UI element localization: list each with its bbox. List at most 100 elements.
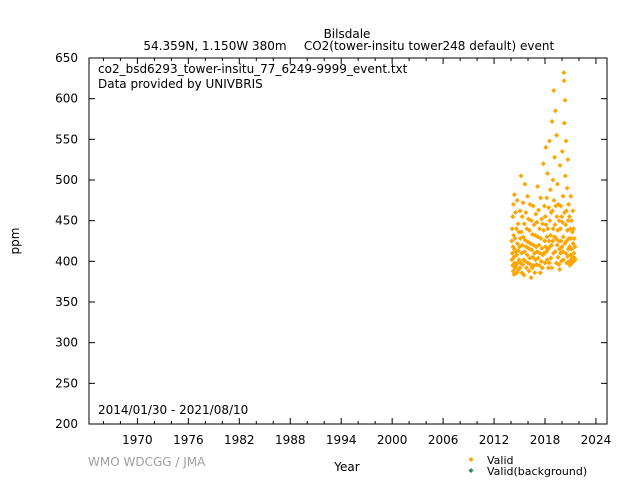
data-point [554,242,560,248]
data-point [511,192,517,198]
data-point [523,265,529,271]
data-point [550,238,556,244]
data-point [549,118,555,124]
data-point [547,218,553,224]
data-point [535,255,541,261]
y-tick-label: 250 [55,376,78,390]
data-point [542,260,548,266]
data-point [552,154,558,160]
data-point [568,236,574,242]
annotation-filename: co2_bsd6293_tower-insitu_77_6249-9999_ev… [98,62,408,76]
y-axis-label: ppm [8,228,22,255]
data-point [511,254,517,260]
data-point [544,257,550,263]
data-point [528,218,534,224]
x-tick-label: 1994 [326,433,357,447]
x-tick-label: 2012 [479,433,510,447]
data-point [510,201,516,207]
y-tick-label: 650 [55,51,78,65]
data-point [561,257,567,263]
data-point [556,218,562,224]
data-point [523,210,529,216]
data-point [509,226,515,232]
data-point [538,195,544,201]
data-point [548,232,554,238]
data-point [549,265,555,271]
data-point [550,226,556,232]
x-tick-label: 2000 [377,433,408,447]
data-point [563,250,569,256]
chart-title-location: 54.359N, 1.150W 380m [143,39,286,53]
data-point [522,249,528,255]
data-point [541,203,547,209]
x-tick-label: 2006 [428,433,459,447]
data-point [571,250,577,256]
data-point [540,161,546,167]
data-point [568,193,574,199]
legend-marker-valid-background [468,468,474,473]
chart-title-species: CO2(tower-insitu tower248 default) event [304,39,555,53]
data-point [561,78,567,84]
data-point [546,238,552,244]
data-point [524,252,530,258]
data-point [513,226,519,232]
data-point [556,238,562,244]
data-point [528,275,534,281]
data-point [541,227,547,233]
data-point [562,97,568,103]
data-point [551,88,557,94]
data-point [548,242,554,248]
data-point [521,221,527,227]
data-point [565,218,571,224]
data-point [536,262,542,268]
data-point [543,144,549,150]
data-point [544,195,550,201]
data-point [556,262,562,268]
data-point [563,222,569,228]
data-point [545,265,551,271]
data-point [517,208,523,214]
data-point [557,266,563,272]
data-point [537,226,543,232]
data-point [525,193,531,199]
data-point [539,216,545,222]
data-point [520,234,526,240]
data-point [512,236,518,242]
y-tick-label: 550 [55,132,78,146]
data-point [509,250,515,256]
data-point [571,236,577,242]
data-point [561,70,567,76]
data-point [520,262,526,268]
data-point [563,208,569,214]
x-axis-label: Year [333,460,359,474]
data-point [538,236,544,242]
data-point [554,181,560,187]
x-axis: 1970 1976 1982 1988 1994 2000 2006 2012 2018 2024 [102,58,611,447]
y-tick-label: 600 [55,92,78,106]
data-point [557,162,563,168]
data-point [535,184,541,190]
data-point [566,201,572,207]
data-point [551,197,557,203]
data-point [520,200,526,206]
x-tick-label: 1982 [224,433,255,447]
data-point [572,244,578,250]
x-tick-label: 1988 [275,433,306,447]
data-point [567,226,573,232]
data-point [569,246,575,252]
data-point [563,138,569,144]
data-point [570,240,576,246]
data-point [536,207,542,213]
y-tick-label: 450 [55,214,78,228]
x-tick-label: 1976 [173,433,204,447]
legend-marker-valid [468,457,474,462]
data-point [552,108,558,114]
data-point [562,173,568,179]
data-point [539,265,545,271]
data-point [543,222,549,228]
data-point [512,210,518,216]
data-point [544,234,550,240]
data-point [514,252,520,258]
legend-label-valid: Valid [487,454,514,467]
